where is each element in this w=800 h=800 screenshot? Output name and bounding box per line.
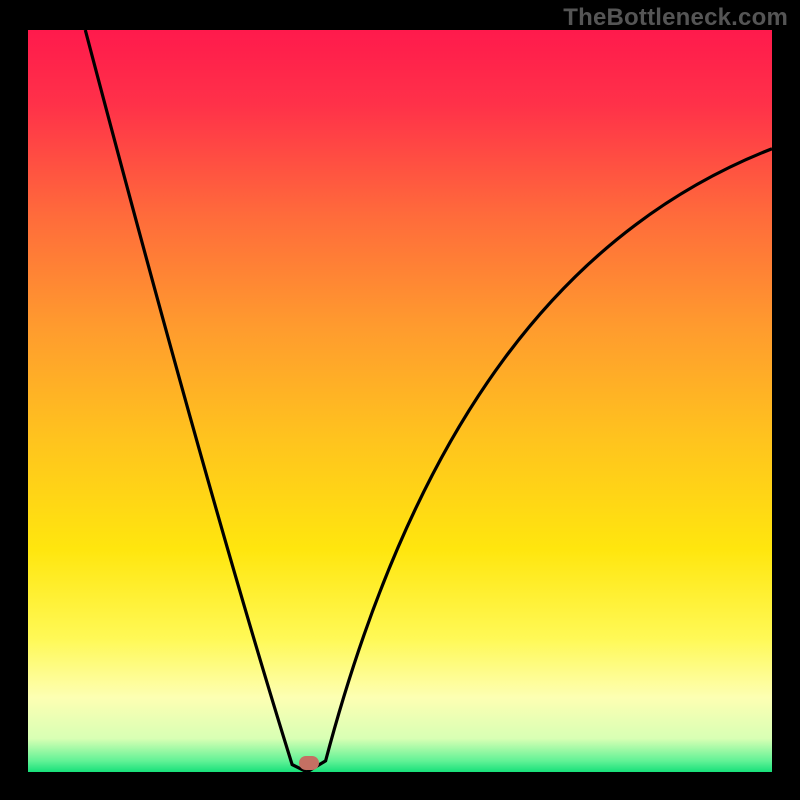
- optimum-marker: [299, 756, 319, 770]
- bottleneck-curve: [28, 30, 772, 772]
- watermark-text: TheBottleneck.com: [563, 4, 788, 32]
- plot-area: [28, 30, 772, 772]
- chart-container: TheBottleneck.com: [0, 0, 800, 800]
- curve-path: [85, 30, 772, 772]
